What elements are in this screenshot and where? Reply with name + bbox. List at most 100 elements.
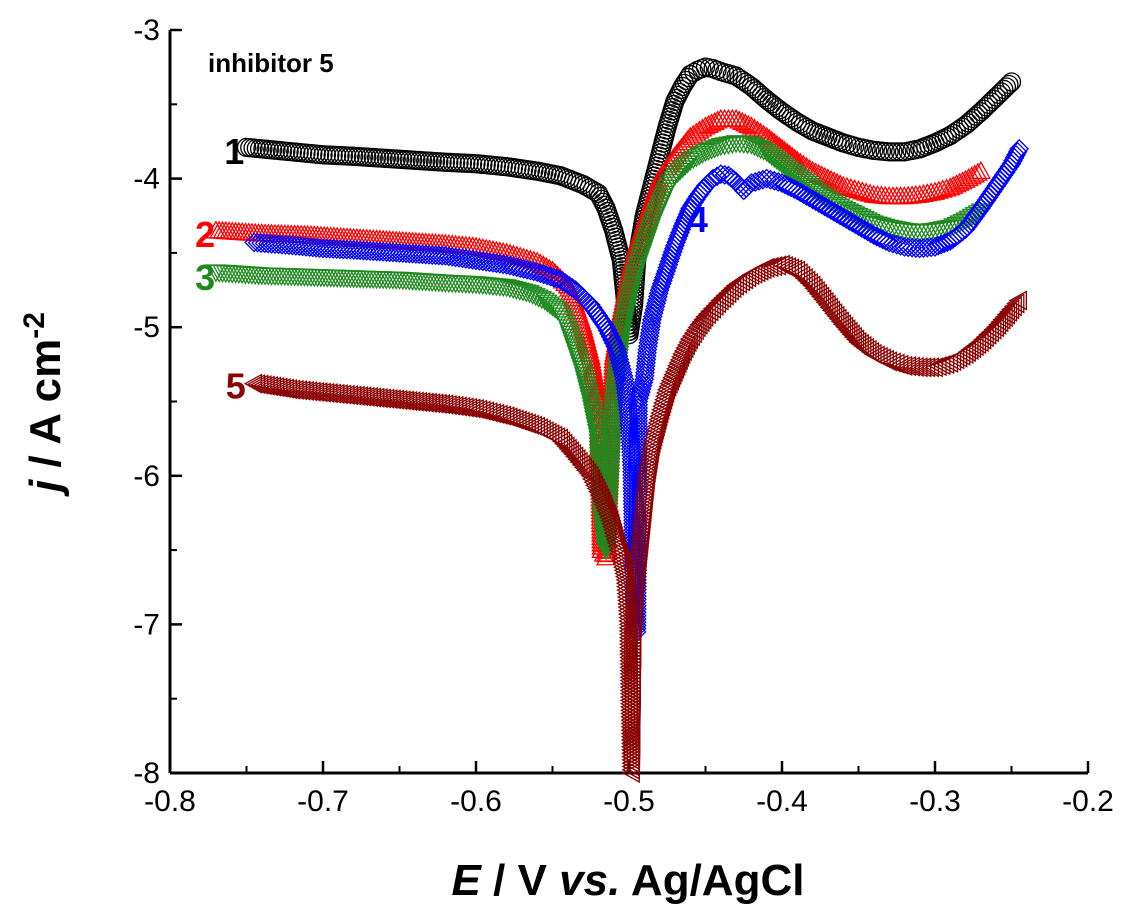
data-point (583, 472, 602, 493)
data-point (999, 74, 1019, 95)
data-point (602, 519, 622, 541)
data-point (571, 454, 590, 475)
data-point (824, 303, 843, 324)
data-point (623, 269, 645, 289)
data-point (646, 293, 667, 314)
data-point (970, 160, 992, 180)
data-point (870, 228, 890, 248)
data-point (655, 382, 675, 404)
data-point (1009, 138, 1030, 159)
data-point (754, 87, 774, 108)
data-point (614, 309, 635, 329)
data-point (753, 142, 774, 161)
data-point (599, 477, 620, 496)
data-point (990, 312, 1009, 333)
data-point (618, 293, 639, 312)
data-point (985, 317, 1005, 338)
data-point (599, 471, 620, 490)
data-point (799, 187, 820, 208)
data-point (595, 497, 614, 518)
data-point (396, 243, 416, 264)
x-tick-label: -0.4 (756, 785, 808, 818)
data-point (790, 182, 811, 203)
data-point (994, 306, 1013, 328)
data-point (306, 237, 327, 258)
y-tick-label: -5 (133, 311, 160, 344)
data-point (617, 296, 638, 315)
data-point (757, 90, 777, 110)
data-point (732, 111, 753, 130)
data-point (917, 357, 936, 378)
data-point (537, 265, 557, 286)
data-point (676, 334, 695, 356)
data-point (643, 303, 664, 324)
data-point (967, 162, 988, 181)
data-point (695, 144, 716, 163)
data-point (792, 265, 811, 286)
data-point (683, 151, 704, 170)
data-point (596, 526, 617, 545)
data-point (614, 563, 633, 584)
data-point (602, 409, 623, 428)
data-point (647, 412, 666, 434)
data-point (894, 355, 913, 376)
data-point (662, 367, 681, 388)
data-point (681, 326, 700, 347)
data-point (882, 220, 904, 239)
data-point (601, 442, 622, 461)
data-point (643, 429, 662, 450)
data-point (567, 449, 586, 470)
data-point (482, 402, 501, 424)
data-point (989, 84, 1009, 105)
data-point (623, 273, 644, 292)
data-point (578, 462, 597, 484)
data-point (350, 240, 371, 261)
data-point (492, 405, 512, 426)
data-point (553, 271, 574, 292)
data-point (978, 94, 999, 114)
data-point (808, 163, 829, 182)
data-point (689, 314, 708, 335)
data-point (550, 269, 571, 290)
data-point (336, 239, 357, 260)
data-point (616, 299, 638, 318)
data-point (802, 275, 821, 296)
data-point (602, 516, 621, 537)
data-point (984, 89, 1004, 109)
series-label-2: 2 (195, 214, 215, 255)
data-point (980, 322, 999, 343)
data-point (573, 457, 593, 478)
data-point (821, 300, 841, 321)
data-point (928, 235, 948, 256)
data-point (710, 164, 731, 185)
data-point (826, 172, 848, 191)
data-point (614, 372, 635, 393)
x-tick-label: -0.5 (603, 785, 655, 818)
data-point (602, 413, 623, 432)
data-point (615, 379, 636, 400)
data-point (654, 389, 673, 410)
data-point (1006, 293, 1025, 314)
data-point (767, 255, 787, 276)
data-point (309, 238, 330, 259)
data-point (576, 377, 597, 396)
data-point (811, 286, 830, 307)
data-point (595, 547, 617, 566)
data-point (827, 203, 847, 224)
data-point (585, 417, 606, 436)
data-point (644, 299, 665, 320)
data-point (612, 362, 633, 383)
data-point (909, 238, 930, 259)
data-point (669, 162, 691, 182)
data-point (584, 410, 605, 429)
data-point (629, 388, 649, 409)
data-point (319, 238, 340, 259)
data-point (621, 750, 641, 771)
data-point (797, 270, 816, 291)
data-point (621, 759, 640, 780)
data-point (667, 165, 688, 184)
data-point (978, 324, 997, 345)
data-point (991, 82, 1011, 102)
data-point (680, 198, 701, 219)
data-point (369, 241, 390, 262)
